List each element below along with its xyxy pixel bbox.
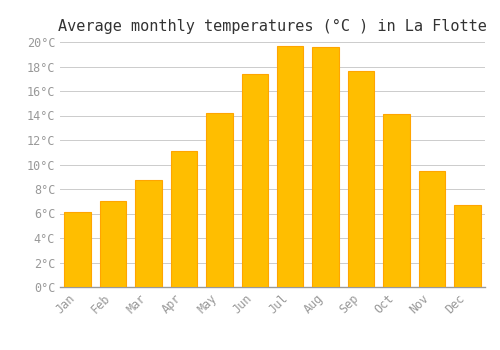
Bar	[454, 205, 480, 287]
Bar	[277, 46, 303, 287]
Bar	[100, 201, 126, 287]
Bar	[206, 113, 233, 287]
Bar	[348, 71, 374, 287]
Bar	[64, 212, 91, 287]
Bar	[312, 47, 339, 287]
Bar	[242, 74, 268, 287]
Bar	[418, 171, 445, 287]
Bar	[170, 151, 197, 287]
Bar	[383, 114, 409, 287]
Title: Average monthly temperatures (°C ) in La Flotte: Average monthly temperatures (°C ) in La…	[58, 19, 487, 34]
Bar	[136, 181, 162, 287]
